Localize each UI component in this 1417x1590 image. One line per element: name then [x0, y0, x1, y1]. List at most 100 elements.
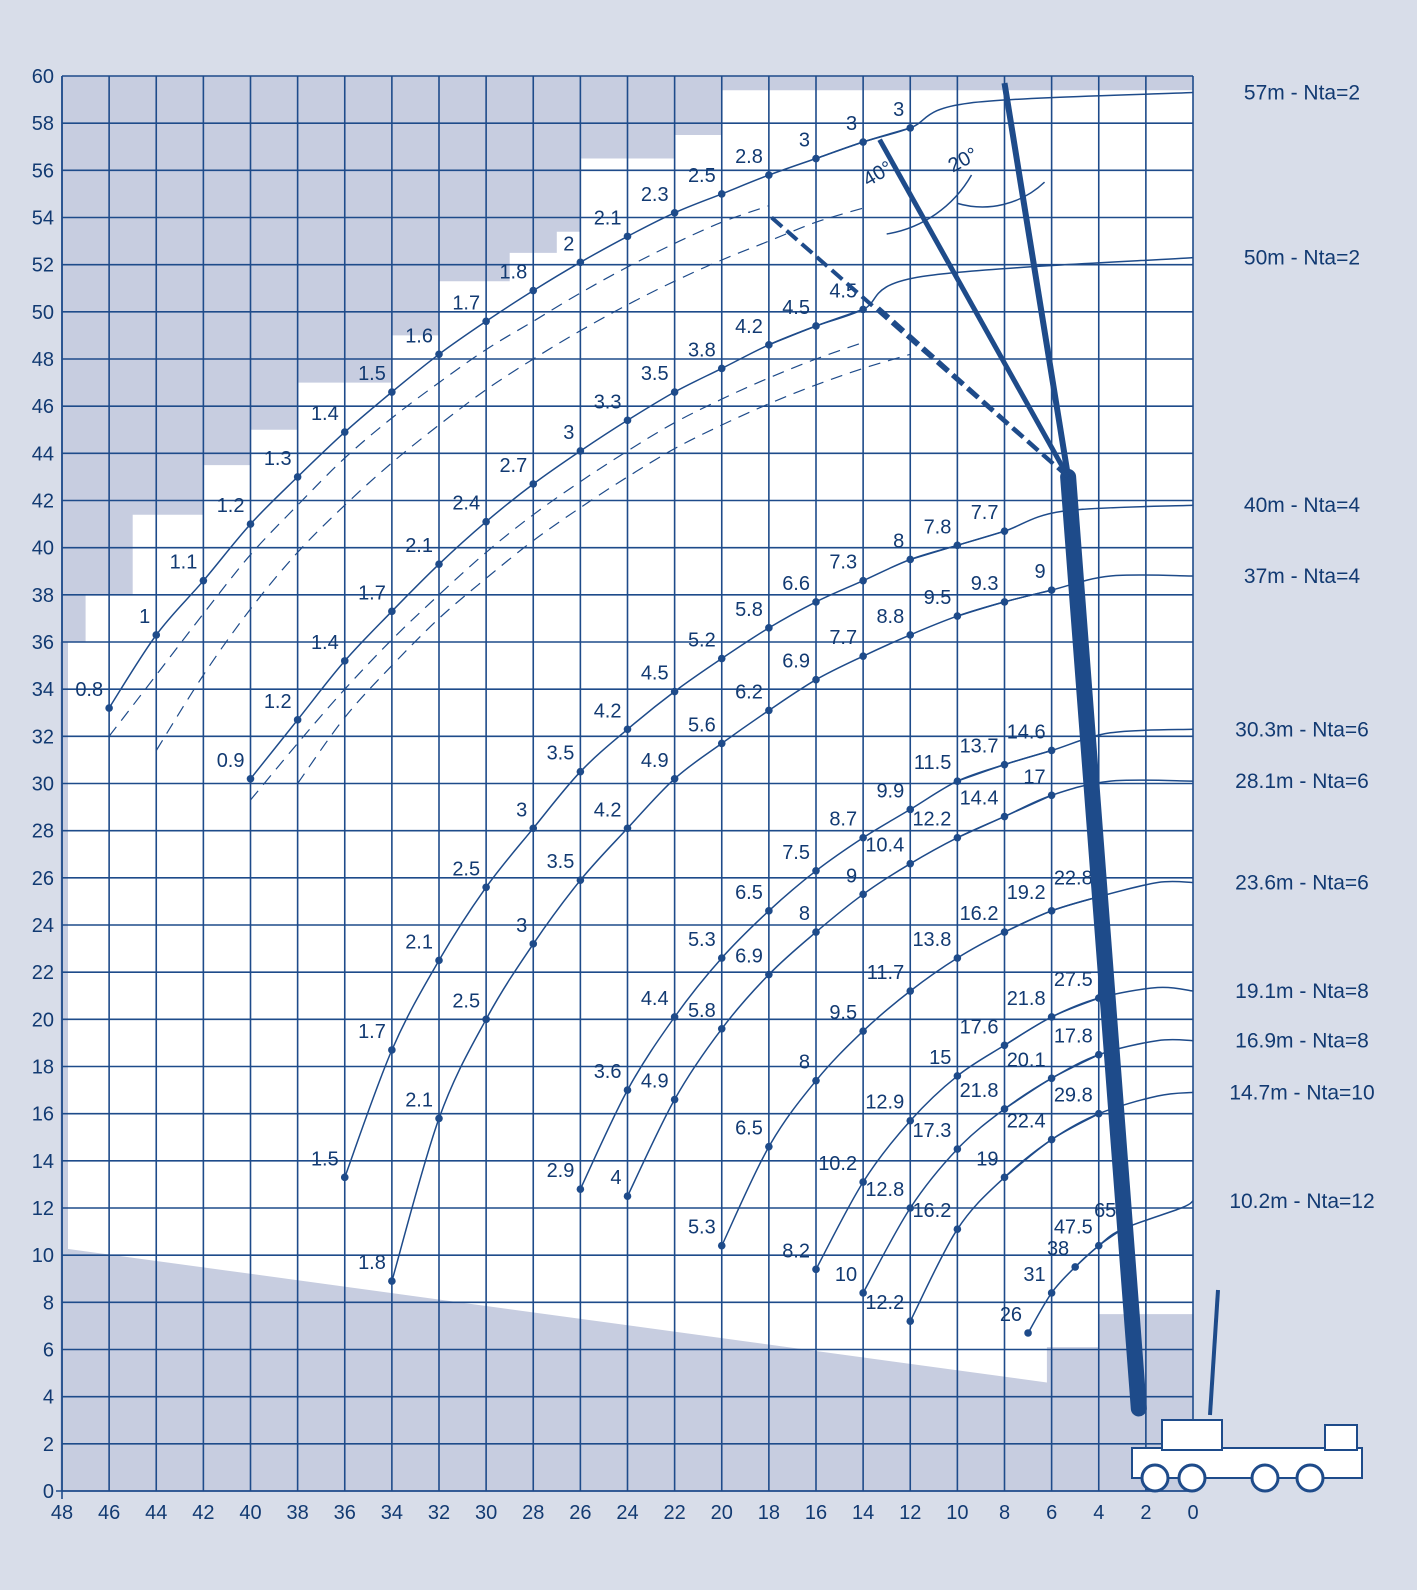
data-point — [623, 416, 632, 425]
data-label: 2.9 — [547, 1160, 575, 1182]
data-label: 12.2 — [912, 809, 951, 831]
x-tick-label: 6 — [1046, 1502, 1057, 1524]
data-point — [765, 970, 773, 979]
data-point — [1047, 1135, 1056, 1144]
y-tick-label: 40 — [32, 538, 54, 560]
data-point — [1000, 598, 1009, 606]
data-label: 26 — [1000, 1304, 1022, 1326]
data-point — [623, 232, 632, 241]
data-point — [765, 907, 773, 915]
dashed-curve — [297, 353, 911, 784]
load-curve-group: 1.8 2.1 2.5 3 3.5 4.2 4.9 5.6 6.2 6.9 7.7 8.8 9.5 9.3… — [358, 561, 1194, 1285]
data-point — [953, 777, 962, 785]
x-tick-label: 20 — [711, 1502, 733, 1524]
y-tick-label: 56 — [32, 160, 54, 182]
data-label: 5.8 — [735, 599, 763, 621]
legend-label: 23.6m - Nta=6 — [1235, 872, 1369, 895]
data-point — [482, 317, 490, 326]
data-point — [1000, 928, 1009, 936]
x-tick-label: 10 — [946, 1502, 968, 1524]
data-label: 2.1 — [405, 931, 433, 953]
crane-wheel — [1177, 1463, 1207, 1493]
y-tick-label: 10 — [32, 1245, 54, 1267]
data-point — [670, 388, 679, 396]
y-tick-label: 48 — [32, 349, 54, 371]
data-point — [529, 940, 538, 948]
data-label: 11.7 — [867, 962, 904, 984]
y-tick-label: 4 — [43, 1387, 54, 1409]
data-point — [953, 1145, 962, 1153]
legend-label: 19.1m - Nta=8 — [1235, 980, 1369, 1003]
data-label: 13.8 — [912, 929, 951, 951]
data-point — [906, 987, 915, 995]
data-point — [623, 1192, 632, 1201]
data-point — [1000, 1105, 1009, 1113]
data-label: 6.5 — [735, 1118, 763, 1140]
y-tick-label: 18 — [32, 1057, 54, 1079]
data-label: 4.5 — [829, 280, 857, 302]
y-tick-label: 14 — [32, 1151, 54, 1173]
load-curve-group: 10 12.8 17.3 21.8 20.1 17.8 — [835, 1026, 1194, 1297]
data-point — [576, 447, 585, 455]
x-tick-label: 0 — [1187, 1502, 1198, 1524]
y-tick-label: 6 — [43, 1340, 54, 1362]
data-label: 14.6 — [1007, 721, 1046, 743]
grid — [56, 75, 1194, 1499]
crane-illustration — [767, 82, 1363, 1493]
y-tick-label: 2 — [43, 1434, 54, 1456]
x-tick-label: 36 — [334, 1502, 356, 1524]
data-label: 2.5 — [452, 990, 480, 1012]
data-point — [670, 1013, 679, 1021]
data-point — [482, 883, 490, 892]
data-label: 1.3 — [264, 448, 292, 470]
data-point — [906, 859, 915, 868]
data-point — [953, 833, 962, 842]
data-label: 2 — [563, 233, 574, 255]
data-label: 8.7 — [829, 809, 857, 831]
data-label: 2.7 — [499, 455, 527, 477]
data-label: 3.5 — [641, 363, 669, 385]
data-point — [340, 657, 349, 665]
x-tick-label: 4 — [1093, 1502, 1104, 1524]
data-point — [953, 1072, 962, 1080]
data-label: 6.6 — [782, 573, 810, 595]
data-point — [859, 138, 867, 146]
data-point — [1000, 812, 1009, 821]
data-point — [1047, 791, 1056, 800]
y-tick-label: 60 — [32, 66, 54, 88]
data-label: 17 — [1023, 766, 1045, 788]
data-point — [435, 350, 443, 359]
data-point — [906, 805, 915, 814]
data-label: 0.9 — [217, 750, 245, 772]
load-curves: 0.8 1 1.1 1.2 1.3 1.4 1.5 1.6 1.7 1.8 2 2.1 2.3 2.5 2.… — [75, 91, 1194, 1337]
data-label: 9.9 — [876, 780, 904, 802]
data-point — [717, 739, 726, 748]
data-label: 19.2 — [1007, 882, 1046, 904]
data-label: 1.7 — [358, 1021, 386, 1043]
data-point — [953, 612, 962, 620]
data-point — [765, 624, 773, 632]
crane-wheel — [1295, 1463, 1325, 1493]
load-curve-group: 0.8 1 1.1 1.2 1.3 1.4 1.5 1.6 1.7 1.8 2 2.1 2.3 2.5 2.… — [75, 91, 1194, 712]
data-point — [529, 824, 538, 833]
data-point — [388, 1277, 396, 1285]
x-tick-label: 14 — [852, 1502, 874, 1524]
data-label: 7.8 — [924, 516, 952, 538]
legend-label: 28.1m - Nta=6 — [1235, 770, 1369, 793]
data-label: 17.6 — [960, 1016, 999, 1038]
data-label: 1.2 — [264, 691, 292, 713]
legend-label: 16.9m - Nta=8 — [1235, 1030, 1369, 1053]
x-tick-label: 24 — [616, 1502, 638, 1524]
data-label: 2.1 — [594, 207, 622, 229]
data-label: 8.2 — [782, 1240, 810, 1262]
data-label: 10.2 — [818, 1153, 857, 1175]
data-label: 3 — [516, 799, 527, 821]
series-legend: 57m - Nta=2 50m - Nta=2 40m - Nta=4 37m - N… — [1229, 82, 1374, 1213]
data-label: 4.2 — [594, 700, 622, 722]
x-tick-label: 18 — [758, 1502, 780, 1524]
data-point — [576, 767, 585, 776]
data-point — [812, 675, 820, 684]
data-point — [246, 520, 255, 528]
data-label: 21.8 — [1007, 988, 1046, 1010]
